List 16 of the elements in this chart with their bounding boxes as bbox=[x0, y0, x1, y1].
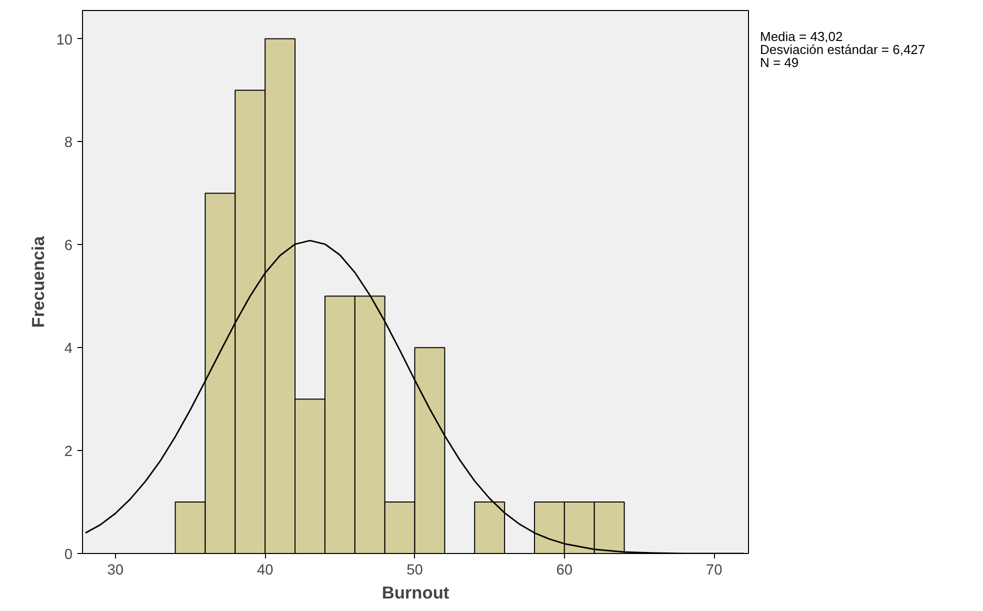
text: Media = 43,02 bbox=[760, 29, 843, 44]
text: Desviación estándar = 6,427 bbox=[760, 42, 926, 57]
y-tick-label: 4 bbox=[64, 341, 73, 358]
y-tick-label: 8 bbox=[64, 135, 73, 152]
y-tick-label: 10 bbox=[56, 32, 73, 48]
x-tick-label: 50 bbox=[406, 562, 423, 578]
y-axis-title: Frecuencia bbox=[28, 236, 48, 328]
x-tick-label: 30 bbox=[107, 562, 124, 578]
x-tick-label: 60 bbox=[556, 562, 573, 578]
text: N = 49 bbox=[760, 55, 799, 70]
y-tick-label: 6 bbox=[64, 238, 73, 254]
x-axis-title: Burnout bbox=[382, 582, 450, 602]
y-tick-label: 2 bbox=[64, 444, 73, 460]
x-tick-label: 70 bbox=[706, 562, 722, 578]
y-tick-label: 0 bbox=[64, 547, 73, 563]
x-tick-label: 40 bbox=[256, 562, 274, 578]
